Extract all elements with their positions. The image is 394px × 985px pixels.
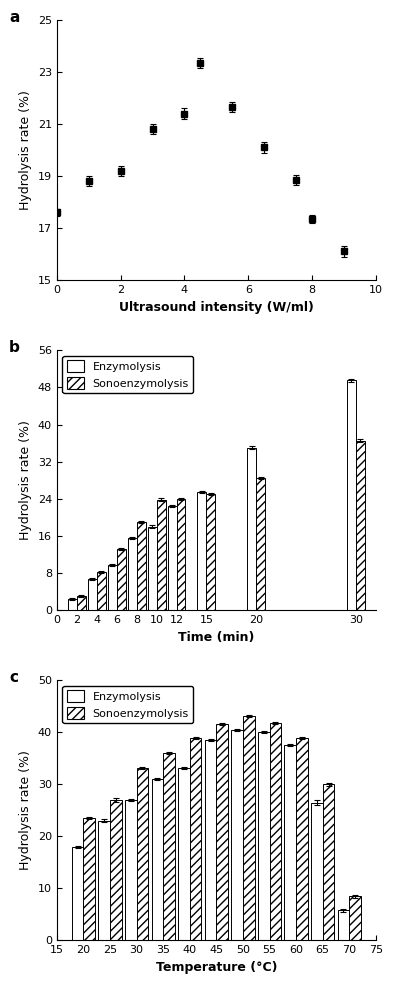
Bar [117, 549, 126, 611]
Bar [347, 380, 356, 611]
Bar [128, 539, 137, 611]
Bar [137, 767, 148, 941]
Legend: Enzymolysis, Sonoenzymolysis: Enzymolysis, Sonoenzymolysis [63, 686, 193, 723]
Bar [125, 800, 137, 941]
Bar [338, 910, 349, 941]
Bar [190, 738, 201, 941]
Text: c: c [9, 670, 18, 685]
Bar [98, 821, 110, 941]
Bar [97, 572, 106, 611]
Bar [72, 847, 84, 941]
Bar [77, 596, 86, 611]
Bar [178, 767, 190, 941]
Bar [108, 564, 117, 611]
Bar [88, 579, 97, 611]
Y-axis label: Hydrolysis rate (%): Hydrolysis rate (%) [19, 751, 32, 871]
Bar [349, 896, 361, 941]
Text: b: b [9, 340, 20, 355]
X-axis label: Temperature (°C): Temperature (°C) [156, 961, 277, 974]
Bar [356, 440, 365, 611]
Y-axis label: Hydrolysis rate (%): Hydrolysis rate (%) [19, 91, 32, 210]
Bar [284, 746, 296, 941]
Bar [197, 492, 206, 611]
Bar [177, 498, 186, 611]
Bar [323, 784, 335, 941]
Bar [216, 724, 228, 941]
Bar [110, 800, 122, 941]
Bar [156, 499, 165, 611]
Bar [231, 730, 243, 941]
Bar [148, 527, 156, 611]
Bar [296, 738, 308, 941]
Legend: Enzymolysis, Sonoenzymolysis: Enzymolysis, Sonoenzymolysis [63, 356, 193, 393]
Bar [152, 779, 163, 941]
Bar [68, 599, 77, 611]
Text: a: a [9, 10, 19, 25]
Bar [247, 448, 256, 611]
Bar [258, 733, 269, 941]
Bar [311, 803, 323, 941]
Bar [243, 716, 255, 941]
Bar [163, 754, 175, 941]
Bar [84, 819, 95, 941]
Y-axis label: Hydrolysis rate (%): Hydrolysis rate (%) [19, 421, 32, 540]
Bar [269, 723, 281, 941]
Bar [204, 740, 216, 941]
Bar [206, 494, 216, 611]
Bar [137, 522, 146, 611]
X-axis label: Time (min): Time (min) [178, 630, 255, 644]
Bar [167, 505, 177, 611]
X-axis label: Ultrasound intensity (W/ml): Ultrasound intensity (W/ml) [119, 300, 314, 313]
Bar [256, 478, 265, 611]
